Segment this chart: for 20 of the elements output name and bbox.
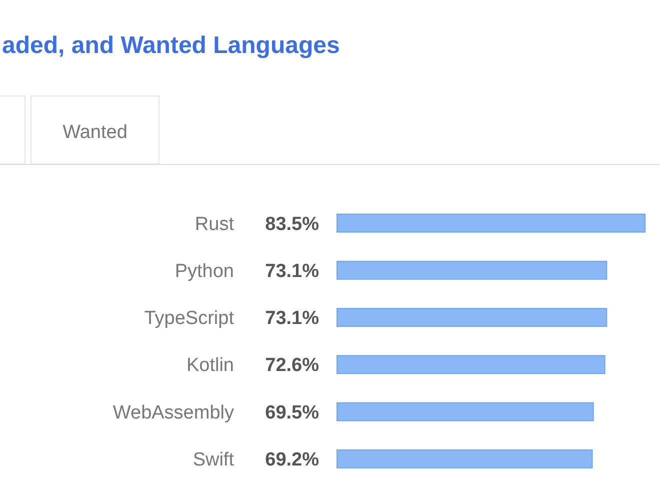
data-label: 73.1% (265, 308, 320, 330)
data-label: 69.5% (265, 402, 320, 424)
text: Wanted (62, 122, 128, 143)
bar (336, 308, 608, 327)
y-tick-label: TypeScript (144, 308, 235, 330)
y-tick-label: WebAssembly (112, 402, 234, 424)
y-tick-label: Rust (194, 214, 235, 235)
bar (336, 355, 606, 374)
bar (336, 402, 594, 422)
y-tick-label: Swift (192, 450, 235, 471)
data-label: 73.1% (265, 260, 320, 282)
data-label: 69.2% (265, 450, 320, 471)
y-tick-label: Python (174, 260, 234, 282)
bar (336, 260, 608, 280)
data-label: 72.6% (265, 355, 320, 376)
chart-title: aded, and Wanted Languages (2, 32, 340, 59)
bar (336, 449, 593, 468)
y-tick-label: Kotlin (186, 355, 234, 376)
bar (336, 214, 646, 233)
data-label: 83.5% (265, 214, 320, 235)
